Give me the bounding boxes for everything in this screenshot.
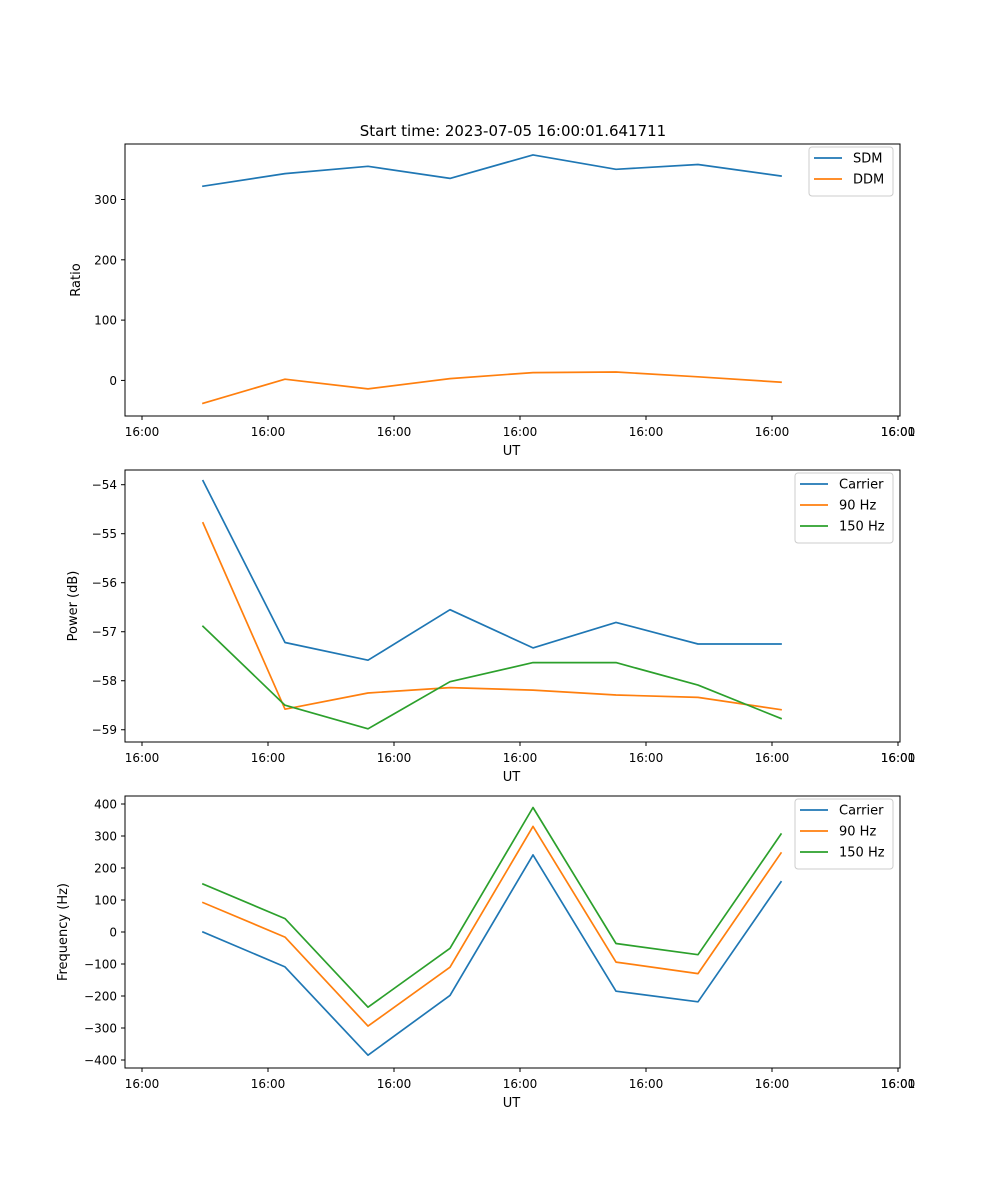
y-tick-label: 300 <box>94 830 117 844</box>
y-tick-label: −54 <box>92 478 117 492</box>
y-tick-label: −55 <box>92 527 117 541</box>
x-tick-label: 16:00 <box>125 1077 160 1091</box>
legend-label: DDM <box>853 173 884 188</box>
x-tick-label: 16:00 <box>377 1077 412 1091</box>
y-tick-label: −58 <box>92 674 117 688</box>
series-line-ddm <box>201 371 782 405</box>
x-tick-label: 16:00 <box>125 425 160 439</box>
legend-label: Carrier <box>839 804 884 819</box>
x-tick-label: 16:00 <box>755 1077 790 1091</box>
x-axis-label: UT <box>503 1096 521 1111</box>
x-tick-label: 16:00 <box>503 751 538 765</box>
y-axis-label: Power (dB) <box>66 571 81 642</box>
x-tick-label: 16:00 <box>251 751 286 765</box>
legend-label: 90 Hz <box>839 499 876 514</box>
y-tick-label: 100 <box>94 894 117 908</box>
y-axis-label: Frequency (Hz) <box>56 883 71 981</box>
x-tick-label: 16:00 <box>881 1077 916 1091</box>
y-tick-label: 100 <box>94 314 117 328</box>
series-line-90-hz <box>201 825 783 1027</box>
legend-label: 90 Hz <box>839 825 876 840</box>
y-tick-label: −59 <box>92 723 117 737</box>
x-tick-label: 16:01 <box>881 425 916 439</box>
legend-label: 150 Hz <box>839 520 885 535</box>
x-tick-label: 16:00 <box>503 1077 538 1091</box>
x-axis-label: UT <box>503 444 521 459</box>
legend-label: SDM <box>853 152 882 167</box>
x-tick-label: 16:00 <box>629 751 664 765</box>
series-line-90-hz <box>201 521 782 711</box>
series-line-carrier <box>201 854 783 1057</box>
x-tick-label: 16:00 <box>755 751 790 765</box>
axes-frame <box>124 143 901 417</box>
y-tick-label: 200 <box>94 862 117 876</box>
y-tick-label: 0 <box>109 926 117 940</box>
x-tick-label: 16:01 <box>881 751 916 765</box>
series-line-sdm <box>202 154 782 188</box>
series-line-150-hz <box>201 806 783 1009</box>
x-tick-label: 16:00 <box>251 1077 286 1091</box>
y-tick-label: 200 <box>94 253 117 267</box>
y-tick-label: 400 <box>94 798 117 812</box>
chart-panel-1: 16:00 16:00 16:00 16:00 16:00 16:00 16:0016:01… <box>69 143 916 459</box>
x-tick-label: 16:00 <box>881 425 916 439</box>
x-tick-label: 16:00 <box>377 751 412 765</box>
y-tick-label: 300 <box>94 193 117 207</box>
x-axis-label: UT <box>503 770 521 785</box>
x-tick-label: 16:00 <box>377 425 412 439</box>
x-tick-label: 16:01 <box>881 1077 916 1091</box>
x-tick-label: 16:00 <box>125 751 160 765</box>
legend-label: Carrier <box>839 478 884 493</box>
x-tick-label: 16:00 <box>251 425 286 439</box>
y-tick-label: −200 <box>84 990 117 1004</box>
y-tick-label: −100 <box>84 958 117 972</box>
y-tick-label: −300 <box>84 1022 117 1036</box>
series-line-150-hz <box>201 625 783 730</box>
axes-frame <box>124 469 901 743</box>
chart-panel-2: 16:00 16:00 16:00 16:00 16:00 16:00 16:0016:01… <box>66 469 916 785</box>
y-tick-label: −57 <box>92 625 117 639</box>
x-tick-label: 16:00 <box>881 751 916 765</box>
series-line-carrier <box>201 479 782 662</box>
y-tick-label: 0 <box>109 374 117 388</box>
x-tick-label: 16:00 <box>503 425 538 439</box>
chart-panel-3: 16:00 16:00 16:00 16:00 16:00 16:00 16:0016:01… <box>56 795 916 1111</box>
x-tick-label: 16:00 <box>629 425 664 439</box>
y-tick-label: −56 <box>92 576 117 590</box>
x-tick-label: 16:00 <box>629 1077 664 1091</box>
legend <box>808 146 894 197</box>
figure-title: Start time: 2023-07-05 16:00:01.641711 <box>360 122 666 140</box>
x-tick-label: 16:00 <box>755 425 790 439</box>
legend-label: 150 Hz <box>839 846 885 861</box>
y-axis-label: Ratio <box>69 263 84 296</box>
y-tick-label: −400 <box>84 1054 117 1068</box>
panels: 16:00 16:00 16:00 16:00 16:00 16:00 16:0016:01… <box>56 143 916 1111</box>
